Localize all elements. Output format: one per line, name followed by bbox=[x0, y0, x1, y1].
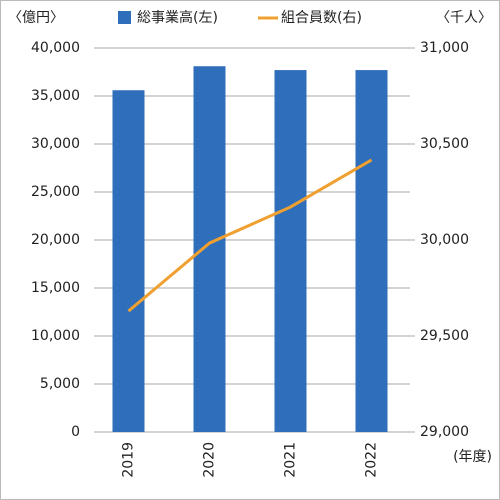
y-tick-label: 40,000 bbox=[31, 40, 80, 56]
y-tick-label: 20,000 bbox=[31, 232, 80, 248]
y2-tick-label: 30,000 bbox=[420, 232, 469, 248]
y2-tick-label: 29,000 bbox=[420, 424, 469, 440]
y-tick-label: 10,000 bbox=[31, 328, 80, 344]
y2-tick-label: 31,000 bbox=[420, 40, 469, 56]
y-tick-label: 35,000 bbox=[31, 88, 80, 104]
x-tick-label: 2021 bbox=[283, 442, 299, 478]
bar bbox=[274, 70, 307, 432]
x-tick-label: 2022 bbox=[364, 442, 380, 478]
line bbox=[127, 158, 373, 313]
y2-tick-label: 29,500 bbox=[420, 328, 469, 344]
y-tick-label: 0 bbox=[71, 424, 80, 440]
y2-tick-label: 30,500 bbox=[420, 136, 469, 152]
y-tick-label: 30,000 bbox=[31, 136, 80, 152]
y-tick-label: 5,000 bbox=[40, 376, 80, 392]
legend-label: 総事業高(左) bbox=[137, 9, 218, 26]
bar bbox=[112, 90, 145, 433]
x-tick-label: 2020 bbox=[202, 442, 218, 478]
bar bbox=[355, 70, 388, 432]
y-tick-label: 15,000 bbox=[31, 280, 80, 296]
y-unit-label: 〈億円〉 bbox=[8, 10, 64, 26]
y-tick-label: 25,000 bbox=[31, 184, 80, 200]
y2-unit-label: 〈千人〉 bbox=[436, 10, 492, 26]
legend-label: 組合員数(右) bbox=[281, 10, 362, 26]
legend-swatch bbox=[118, 11, 131, 24]
x-tick-label: 2019 bbox=[121, 442, 137, 478]
bar bbox=[193, 66, 226, 433]
x-unit-label: (年度) bbox=[453, 449, 492, 465]
